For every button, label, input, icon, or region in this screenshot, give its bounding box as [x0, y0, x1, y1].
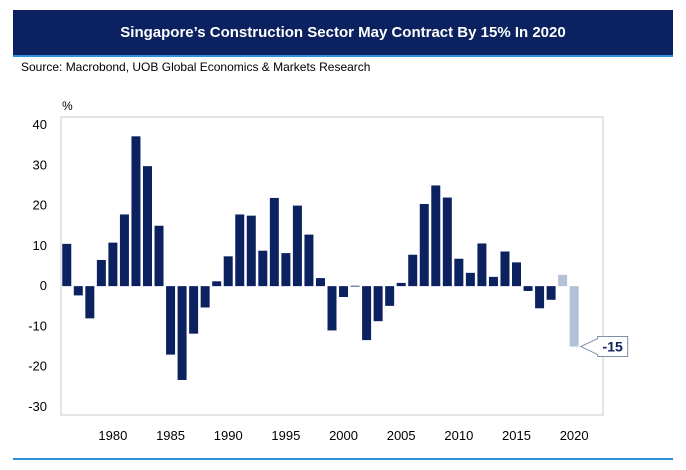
bar: [396, 282, 406, 287]
bar: [488, 276, 498, 287]
bar: [373, 286, 383, 322]
bar: [419, 203, 429, 287]
y-tick-label: 40: [33, 117, 47, 132]
bar-series: [62, 136, 579, 380]
bar: [269, 197, 279, 287]
x-tick-label: 2010: [444, 428, 473, 443]
forecast-bar: [558, 274, 568, 287]
bar: [454, 258, 464, 287]
bar: [408, 254, 418, 287]
source-note: Source: Macrobond, UOB Global Economics …: [21, 60, 371, 74]
bar: [212, 281, 222, 287]
bar: [177, 286, 187, 380]
annotation-callout: [579, 336, 629, 358]
bar: [315, 278, 325, 287]
annotation-label: -15: [603, 339, 623, 355]
bar: [235, 214, 245, 287]
bar: [512, 262, 522, 287]
chart-title: Singapore’s Construction Sector May Cont…: [120, 24, 566, 41]
title-underline: [13, 55, 673, 57]
bar: [500, 251, 510, 287]
y-tick-label: -20: [28, 359, 47, 374]
bar: [350, 285, 360, 287]
y-tick-label: 0: [40, 278, 47, 293]
x-tick-label: 2000: [329, 428, 358, 443]
bar: [362, 286, 372, 341]
bar: [154, 225, 164, 287]
bar: [465, 272, 475, 287]
bar: [523, 286, 533, 291]
y-tick-label: -30: [28, 399, 47, 414]
bar: [108, 242, 118, 287]
y-axis-unit-label: %: [62, 99, 73, 113]
x-tick-label: 2005: [387, 428, 416, 443]
x-axis: 1980 1985 1990 1995 2000 2005 2010 2015 2020: [98, 428, 588, 443]
x-tick-label: 1985: [156, 428, 185, 443]
bar: [327, 286, 337, 331]
footer-line: [13, 458, 673, 460]
bar: [258, 250, 268, 287]
bar: [281, 253, 291, 287]
bar: [535, 286, 545, 309]
bar: [292, 205, 302, 287]
x-tick-label: 2015: [502, 428, 531, 443]
forecast-bar: [569, 286, 579, 347]
bar: [73, 286, 83, 296]
bar: [85, 286, 95, 319]
y-tick-label: 30: [33, 157, 47, 172]
bar: [442, 197, 452, 287]
bar: [62, 243, 72, 287]
bar: [119, 214, 129, 287]
x-tick-label: 1990: [214, 428, 243, 443]
bar: [142, 166, 152, 287]
bar: [96, 259, 106, 287]
x-tick-label: 2020: [560, 428, 589, 443]
bar: [223, 256, 233, 287]
title-banner: Singapore’s Construction Sector May Cont…: [13, 10, 673, 55]
bar: [166, 286, 176, 355]
bar: [339, 286, 349, 298]
y-tick-label: 20: [33, 198, 47, 213]
bar: [189, 286, 199, 334]
plot-area-frame: [60, 116, 604, 416]
bar: [200, 286, 210, 308]
bar: [477, 243, 487, 287]
x-tick-label: 1995: [271, 428, 300, 443]
y-axis: 40 30 20 10 0 -10 -20 -30: [28, 117, 47, 414]
x-tick-label: 1980: [98, 428, 127, 443]
y-tick-label: -10: [28, 318, 47, 333]
y-tick-label: 10: [33, 238, 47, 253]
annotation: -15: [579, 336, 629, 358]
bar: [304, 234, 314, 287]
bar: [546, 286, 556, 300]
bar: [431, 185, 441, 287]
bar: [131, 136, 141, 287]
bar: [246, 215, 256, 287]
bar: [385, 286, 395, 306]
